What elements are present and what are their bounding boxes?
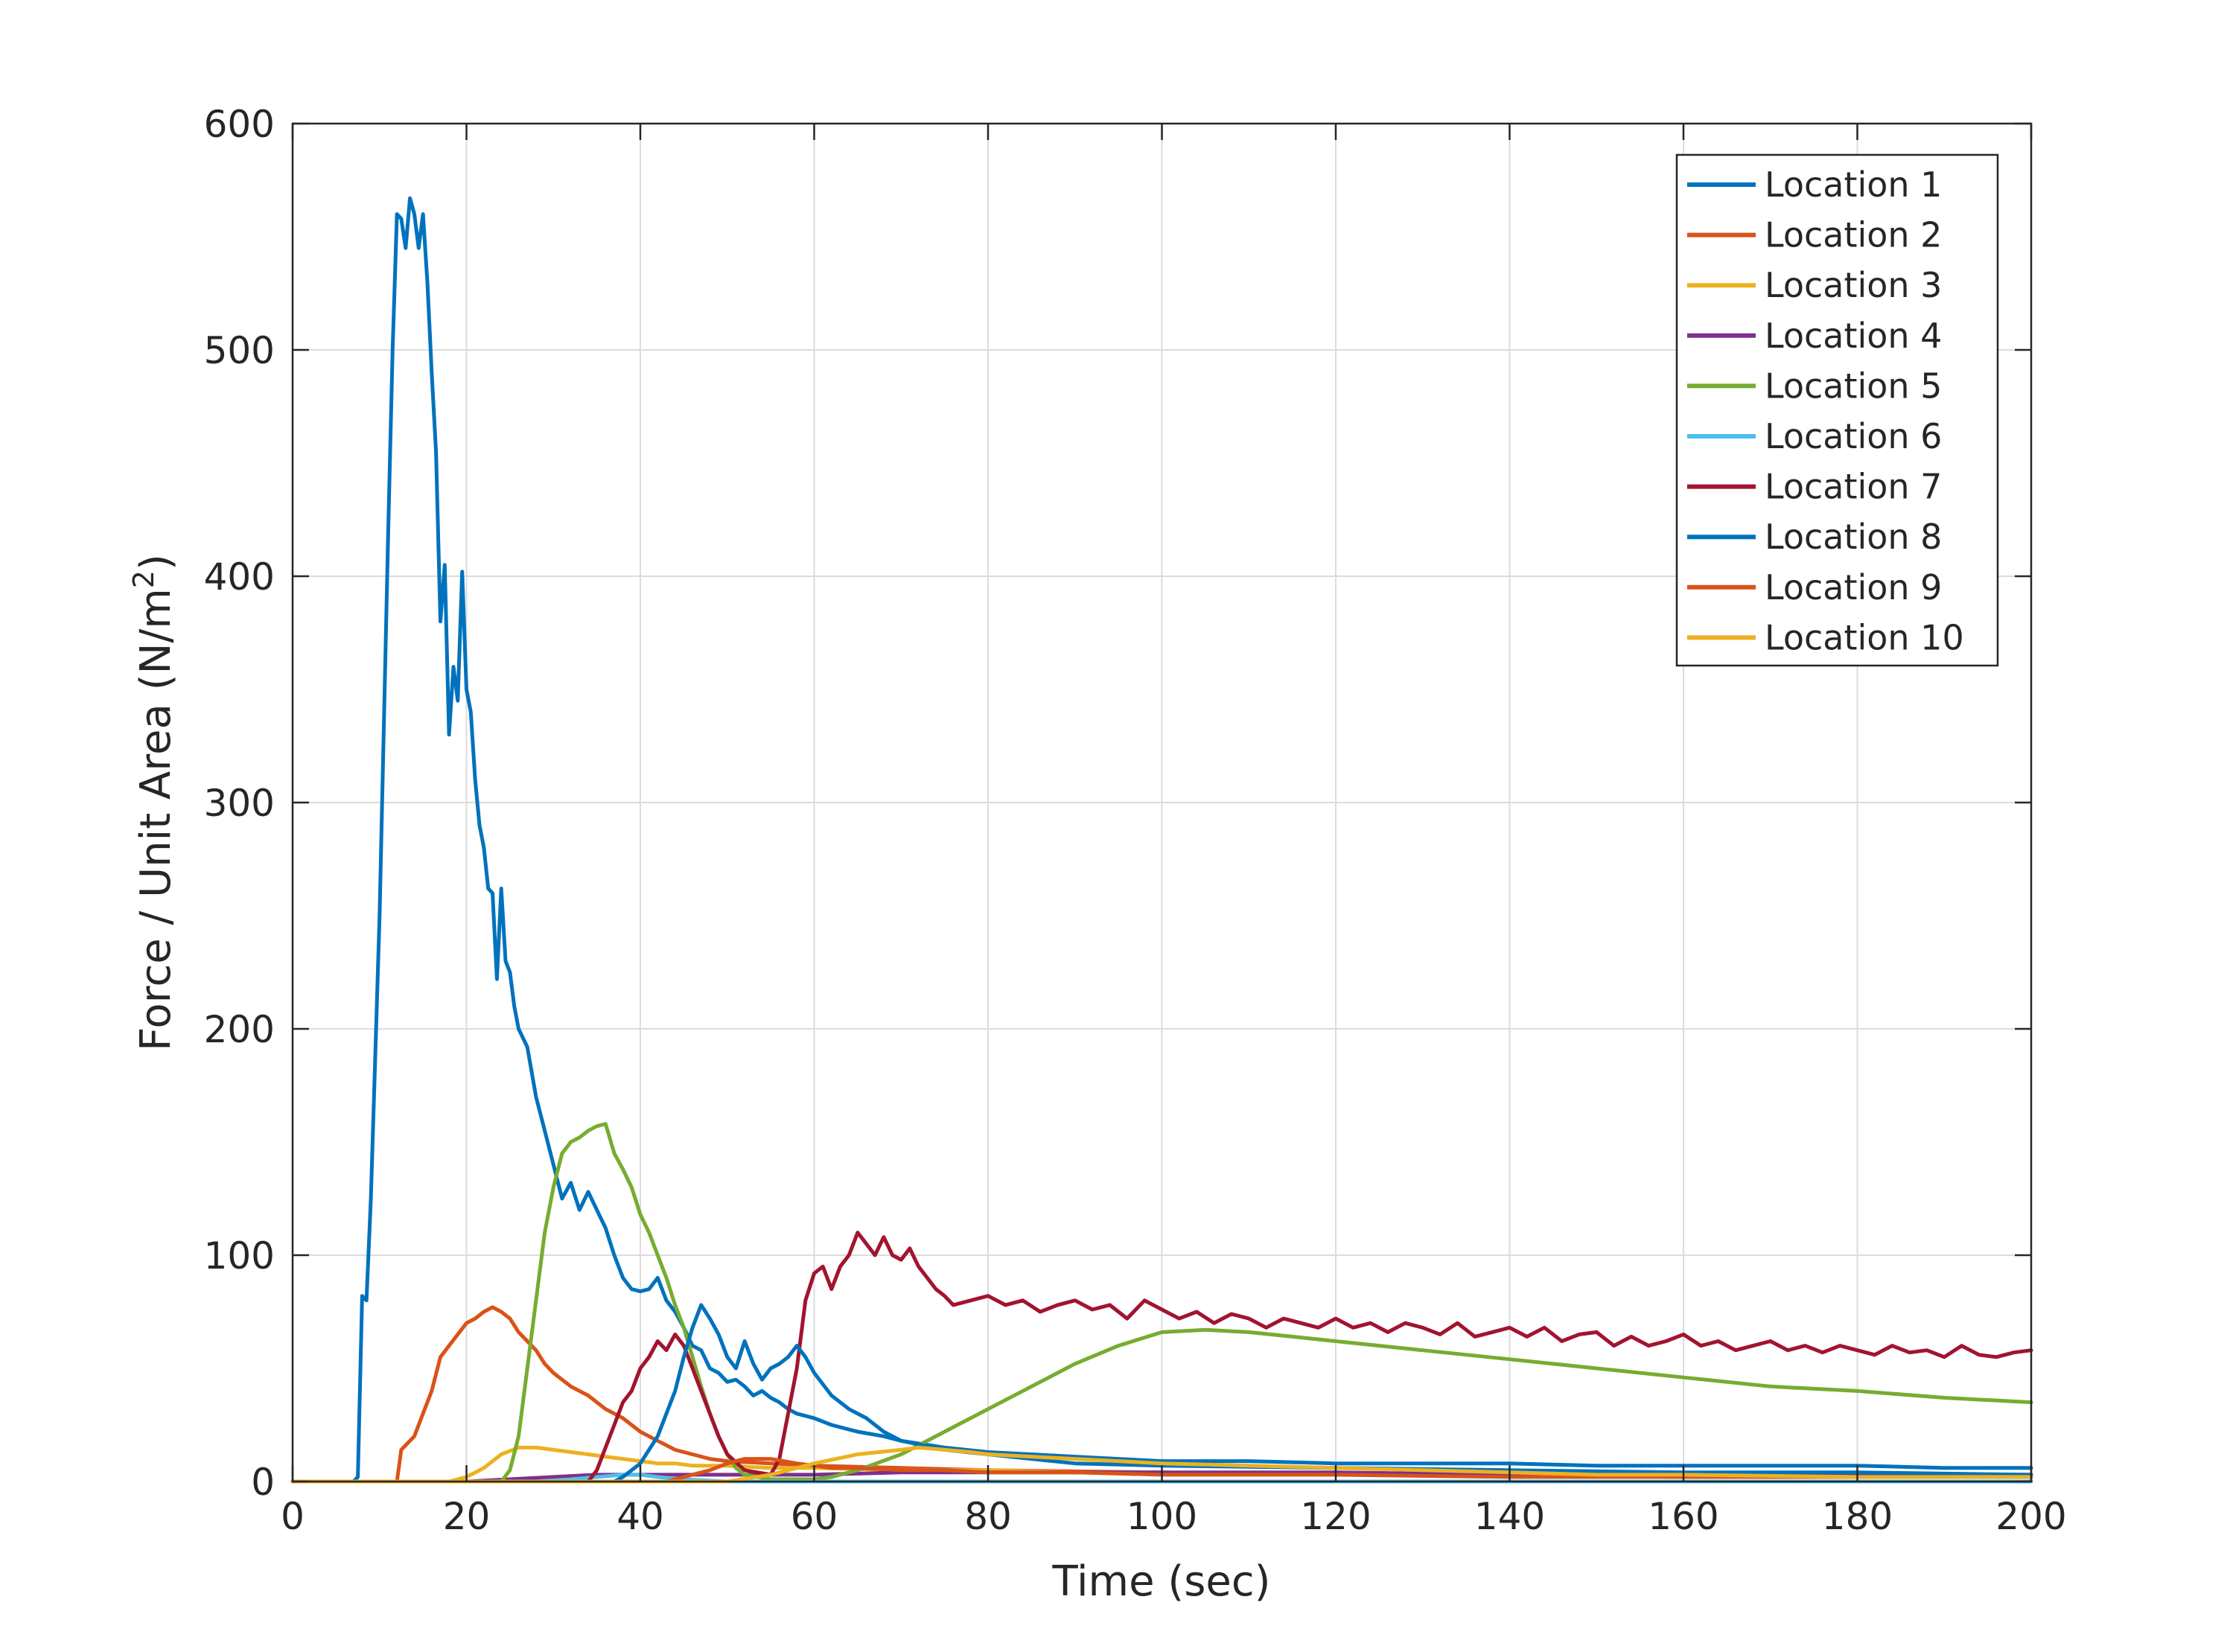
axis-ticks xyxy=(291,122,2033,1483)
legend: Location 1 Location 2 Location 3 Location 4… xyxy=(1675,153,1999,667)
legend-label: Location 7 xyxy=(1765,467,1942,507)
y-tick-label: 400 xyxy=(204,555,275,599)
x-tick-label: 20 xyxy=(443,1495,491,1538)
x-tick-label: 160 xyxy=(1648,1495,1718,1538)
y-axis-title-main: Force / Unit Area (N/m xyxy=(132,588,180,1051)
y-tick-label: 0 xyxy=(251,1461,275,1504)
y-tick-label: 500 xyxy=(204,329,275,372)
legend-label: Location 3 xyxy=(1765,265,1942,305)
y-tick-labels: 0 100 200 300 400 500 600 xyxy=(204,103,275,1504)
series-line-location-7 xyxy=(290,1231,2033,1484)
y-axis-title-superscript: 2 xyxy=(127,570,160,588)
x-tick-label: 40 xyxy=(617,1495,664,1538)
x-tick-label: 0 xyxy=(281,1495,305,1538)
x-tick-label: 140 xyxy=(1474,1495,1545,1538)
series-line-location-8 xyxy=(290,1303,2033,1484)
legend-label: Location 6 xyxy=(1765,416,1942,456)
legend-label: Location 1 xyxy=(1765,165,1942,205)
y-axis-title-suffix: ) xyxy=(132,554,180,570)
legend-label: Location 4 xyxy=(1765,316,1942,356)
legend-items: Location 1 Location 2 Location 3 Location 4… xyxy=(1687,165,1964,657)
x-tick-label: 80 xyxy=(964,1495,1012,1538)
legend-label: Location 8 xyxy=(1765,517,1942,557)
x-tick-label: 180 xyxy=(1822,1495,1893,1538)
x-tick-label: 60 xyxy=(791,1495,838,1538)
series-line-location-9 xyxy=(290,1457,2033,1484)
legend-box xyxy=(1675,153,1999,667)
series-line-location-1 xyxy=(290,196,2033,1484)
x-tick-label: 200 xyxy=(1995,1495,2066,1538)
y-tick-label: 300 xyxy=(204,782,275,825)
legend-label: Location 10 xyxy=(1765,617,1964,657)
y-tick-label: 100 xyxy=(204,1234,275,1278)
x-tick-label: 100 xyxy=(1127,1495,1197,1538)
x-tick-label: 120 xyxy=(1300,1495,1371,1538)
series-line-location-10 xyxy=(290,1445,2033,1484)
legend-label: Location 2 xyxy=(1765,215,1942,255)
series-layer xyxy=(290,196,2033,1484)
y-tick-label: 200 xyxy=(204,1008,275,1051)
legend-label: Location 5 xyxy=(1765,366,1942,406)
x-tick-labels: 0 20 40 60 80 100 120 140 160 180 200 xyxy=(281,1495,2067,1538)
legend-label: Location 9 xyxy=(1765,567,1942,607)
y-tick-label: 600 xyxy=(204,103,275,146)
y-axis-title: Force / Unit Area (N/m2) xyxy=(127,554,180,1051)
x-axis-title: Time (sec) xyxy=(1052,1557,1271,1606)
